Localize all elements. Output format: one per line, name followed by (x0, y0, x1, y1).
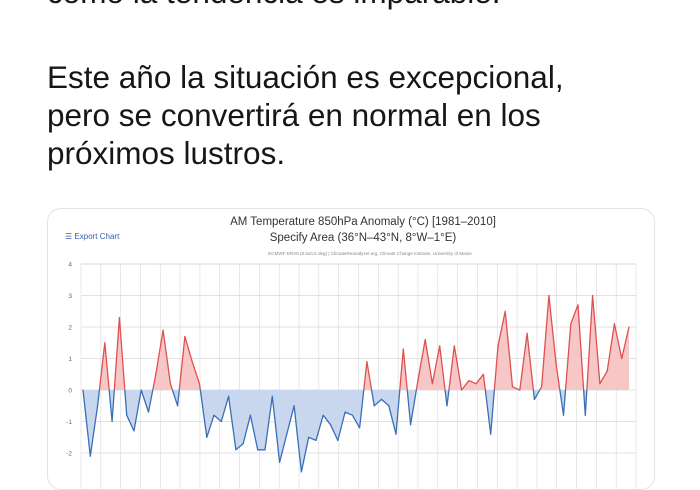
data-point (235, 449, 237, 451)
data-point (344, 411, 346, 413)
data-point (417, 380, 419, 382)
data-point (497, 345, 499, 347)
data-point (504, 310, 506, 312)
data-point (606, 370, 608, 372)
negative-anomaly-line (82, 390, 588, 473)
data-point (220, 420, 222, 423)
data-point (461, 389, 463, 391)
y-tick-label: 2 (68, 325, 72, 332)
data-point (82, 389, 84, 391)
data-point (490, 433, 492, 435)
data-point (206, 436, 208, 438)
data-point (169, 383, 171, 385)
data-point (613, 323, 616, 325)
tweet-text-line-2: pero se convertirá en normal en los (47, 97, 541, 133)
data-point (337, 439, 339, 441)
data-point (271, 395, 273, 397)
data-point (584, 414, 586, 416)
tweet-text-line-3: próximos lustros. (47, 135, 286, 171)
data-point (322, 414, 324, 416)
data-point (621, 357, 623, 360)
y-tick-label: -1 (66, 419, 72, 426)
data-point (300, 471, 302, 473)
data-point (570, 323, 572, 325)
tweet-paragraph: Este año la situación es excepcional, pe… (47, 58, 564, 172)
export-chart-button[interactable]: ☰ Export Chart (65, 232, 119, 241)
data-point (475, 383, 477, 385)
data-point (162, 329, 164, 331)
data-point (388, 405, 390, 407)
data-point (380, 398, 383, 400)
data-point (526, 332, 528, 334)
data-point (446, 405, 448, 407)
data-point (592, 294, 594, 297)
export-chart-label: Export Chart (74, 232, 120, 241)
data-point (410, 424, 412, 426)
data-point (177, 405, 179, 407)
data-point (147, 411, 150, 413)
data-point (577, 304, 579, 306)
chart-title: AM Temperature 850hPa Anomaly (°C) [1981… (230, 216, 496, 228)
chart-subtitle: Specify Area (36°N–43°N, 8°W–1°E) (270, 232, 457, 244)
y-tick-label: 1 (68, 356, 72, 363)
data-point (126, 414, 128, 416)
positive-anomaly-area (83, 295, 629, 390)
data-point (242, 443, 244, 445)
data-point (228, 395, 230, 397)
data-point (213, 414, 215, 416)
tweet-text-partial-line: como la tendencia es imparable. (47, 0, 501, 11)
y-tick-label: -2 (66, 451, 72, 458)
data-point (133, 430, 135, 432)
tweet-media-chart[interactable]: ☰ Export Chart AM Temperature 850hPa Ano… (47, 208, 655, 490)
data-point (308, 436, 310, 438)
data-point (97, 405, 99, 407)
data-point (184, 335, 186, 338)
temperature-anomaly-chart: AM Temperature 850hPa Anomaly (°C) [1981… (66, 216, 637, 489)
data-point (315, 439, 317, 441)
data-point (402, 348, 404, 350)
data-point (264, 449, 266, 451)
data-point (118, 317, 120, 319)
data-point (424, 339, 426, 341)
data-point (511, 386, 514, 388)
data-point (541, 386, 543, 388)
data-point (431, 383, 433, 385)
data-point (293, 405, 295, 407)
chart-credit: ECMWF ERA5 (0.5x0.5 deg) | ClimateReanal… (268, 251, 472, 256)
tweet-text-line-1: Este año la situación es excepcional, (47, 59, 564, 95)
data-point (111, 420, 113, 423)
data-point (155, 373, 157, 375)
data-point (351, 414, 353, 416)
data-point (89, 455, 91, 457)
data-point (439, 345, 441, 347)
data-point (548, 294, 550, 297)
data-point (329, 424, 332, 426)
data-point (555, 364, 557, 366)
data-point (366, 361, 368, 363)
data-point (104, 342, 106, 344)
hamburger-menu-icon: ☰ (65, 232, 73, 241)
data-point (519, 389, 521, 391)
data-point (286, 433, 288, 435)
data-point (359, 427, 361, 429)
data-point (373, 405, 375, 407)
data-point (395, 433, 397, 435)
data-point (599, 383, 601, 385)
data-point (191, 361, 193, 363)
y-tick-label: 4 (68, 262, 72, 269)
data-point (257, 449, 259, 451)
data-point (533, 398, 535, 400)
data-point (198, 383, 201, 385)
data-point (482, 373, 484, 375)
data-point (140, 389, 142, 391)
data-point (468, 380, 470, 382)
y-tick-label: 3 (68, 293, 72, 300)
data-point (249, 414, 251, 416)
data-point (453, 345, 455, 347)
y-tick-label: 0 (68, 388, 72, 395)
data-point (562, 414, 565, 416)
data-point (279, 461, 281, 463)
data-point (628, 326, 630, 328)
